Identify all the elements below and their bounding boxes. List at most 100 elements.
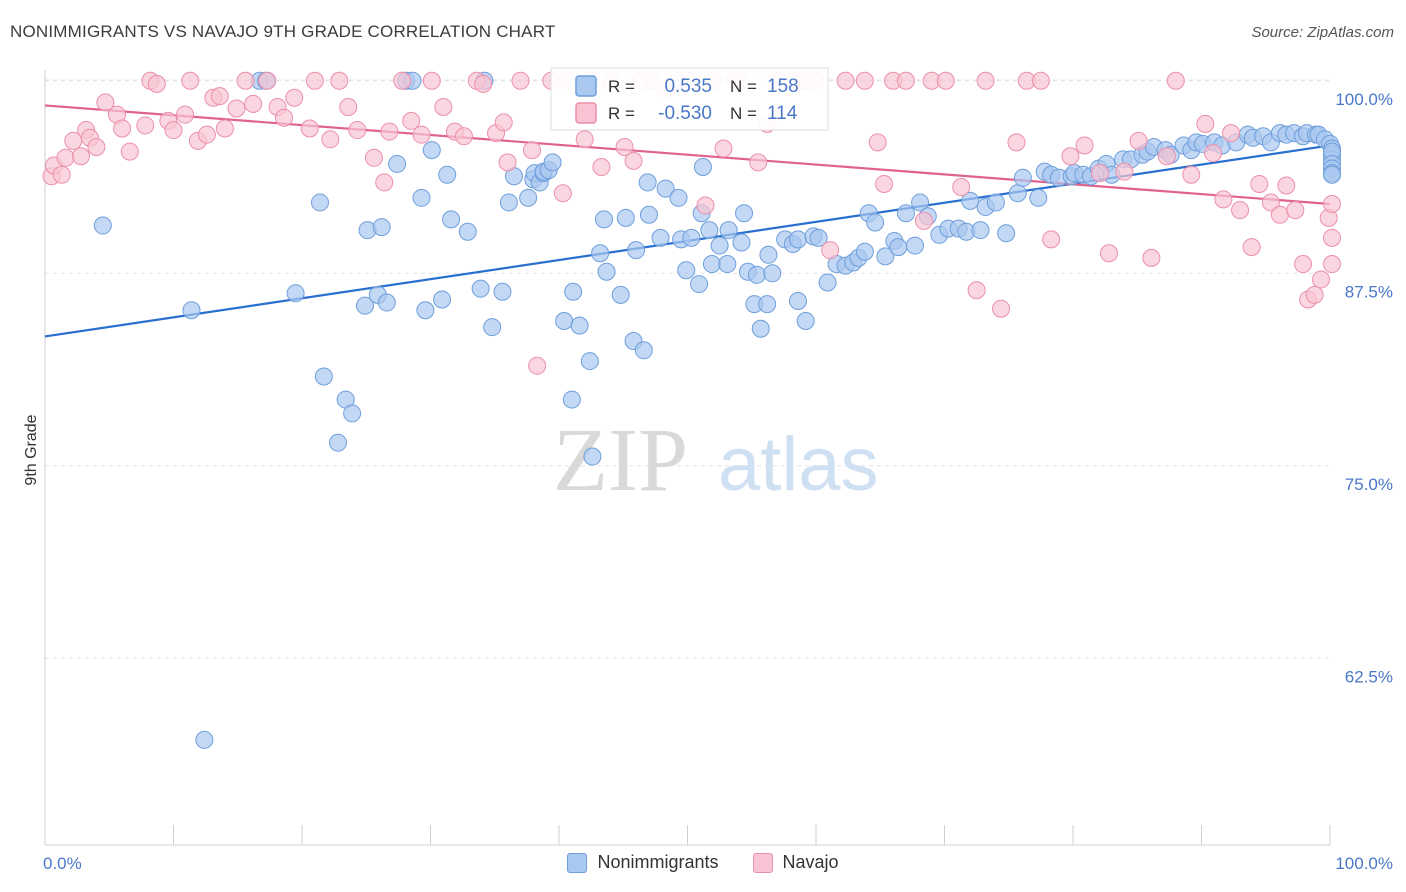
point-navajo-114 bbox=[1242, 238, 1261, 257]
point-nonimmigrants-69 bbox=[719, 221, 738, 240]
point-nonimmigrants-47 bbox=[594, 210, 613, 229]
point-navajo-38 bbox=[364, 148, 383, 167]
point-nonimmigrants-22 bbox=[433, 290, 452, 309]
point-nonimmigrants-109 bbox=[997, 224, 1016, 243]
legend-item-navajo: Navajo bbox=[752, 852, 839, 873]
trendline-navajo bbox=[44, 104, 1331, 206]
point-navajo-42 bbox=[402, 111, 421, 130]
stats-n-label-navajo: N = bbox=[730, 104, 757, 123]
point-navajo-24 bbox=[215, 119, 234, 138]
point-nonimmigrants-93 bbox=[866, 213, 885, 232]
point-navajo-91 bbox=[952, 178, 971, 197]
point-nonimmigrants-75 bbox=[751, 319, 770, 338]
point-navajo-21 bbox=[197, 125, 216, 144]
point-navajo-8 bbox=[87, 138, 106, 157]
point-nonimmigrants-85 bbox=[809, 228, 828, 247]
point-nonimmigrants-65 bbox=[700, 221, 719, 240]
point-nonimmigrants-97 bbox=[896, 204, 915, 223]
point-navajo-113 bbox=[1231, 201, 1250, 220]
point-nonimmigrants-96 bbox=[889, 238, 908, 257]
legend: Nonimmigrants Navajo bbox=[0, 852, 1406, 873]
point-nonimmigrants-6 bbox=[310, 193, 329, 212]
point-navajo-51 bbox=[494, 113, 513, 132]
point-navajo-57 bbox=[553, 184, 572, 203]
stats-box-frame bbox=[550, 67, 829, 131]
point-nonimmigrants-28 bbox=[483, 318, 502, 337]
point-navajo-55 bbox=[528, 356, 547, 375]
point-navajo-61 bbox=[592, 158, 611, 177]
point-nonimmigrants-32 bbox=[519, 188, 538, 207]
point-nonimmigrants-20 bbox=[416, 301, 435, 320]
point-nonimmigrants-0 bbox=[93, 216, 112, 235]
point-nonimmigrants-44 bbox=[580, 352, 599, 371]
point-navajo-72 bbox=[714, 139, 733, 158]
point-nonimmigrants-29 bbox=[493, 282, 512, 301]
point-nonimmigrants-42 bbox=[564, 282, 583, 301]
point-navajo-49 bbox=[474, 74, 493, 93]
point-nonimmigrants-41 bbox=[562, 390, 581, 409]
point-nonimmigrants-74 bbox=[747, 265, 766, 284]
point-navajo-84 bbox=[868, 133, 887, 152]
point-navajo-23 bbox=[210, 87, 229, 106]
point-nonimmigrants-2 bbox=[195, 730, 214, 749]
stats-r-value-navajo: -0.530 bbox=[658, 103, 712, 124]
stats-box: R = 0.535 N = 158 R = -0.530 N = 114 bbox=[550, 67, 829, 131]
point-navajo-83 bbox=[855, 71, 874, 90]
stats-swatch-navajo bbox=[575, 102, 597, 124]
point-nonimmigrants-61 bbox=[682, 228, 701, 247]
point-nonimmigrants-99 bbox=[911, 193, 930, 212]
point-navajo-63 bbox=[615, 138, 634, 157]
point-navajo-123 bbox=[1312, 270, 1331, 289]
stats-r-label-navajo: R = bbox=[608, 104, 635, 123]
point-navajo-43 bbox=[412, 125, 431, 144]
legend-swatch-nonimmigrants bbox=[567, 852, 588, 873]
point-nonimmigrants-10 bbox=[343, 404, 362, 423]
point-navajo-125 bbox=[1323, 194, 1341, 213]
point-navajo-64 bbox=[624, 151, 643, 170]
point-navajo-28 bbox=[258, 71, 277, 90]
point-nonimmigrants-8 bbox=[328, 433, 347, 452]
point-navajo-90 bbox=[936, 71, 955, 90]
point-navajo-31 bbox=[285, 88, 304, 107]
point-navajo-82 bbox=[836, 71, 855, 90]
point-navajo-18 bbox=[176, 105, 195, 124]
point-nonimmigrants-49 bbox=[611, 285, 630, 304]
point-navajo-3 bbox=[56, 148, 75, 167]
point-nonimmigrants-81 bbox=[789, 292, 808, 311]
point-navajo-126 bbox=[1323, 228, 1341, 247]
point-nonimmigrants-24 bbox=[442, 210, 461, 229]
point-navajo-35 bbox=[330, 71, 349, 90]
point-navajo-104 bbox=[1129, 131, 1148, 150]
point-navajo-33 bbox=[305, 71, 324, 90]
point-navajo-107 bbox=[1166, 71, 1185, 90]
stats-n-value-navajo: 114 bbox=[767, 103, 798, 124]
point-nonimmigrants-45 bbox=[583, 447, 602, 466]
point-nonimmigrants-106 bbox=[971, 221, 990, 240]
point-nonimmigrants-111 bbox=[1013, 168, 1032, 187]
source-credit: Source: ZipAtlas.com bbox=[1251, 24, 1394, 41]
point-navajo-95 bbox=[1007, 133, 1026, 152]
point-nonimmigrants-67 bbox=[710, 236, 729, 255]
point-navajo-92 bbox=[967, 281, 986, 300]
point-navajo-9 bbox=[96, 93, 115, 112]
point-nonimmigrants-19 bbox=[412, 188, 431, 207]
x-tick-label-1: 100.0% bbox=[1335, 854, 1393, 873]
stats-swatch-nonimmigrants bbox=[575, 75, 597, 97]
y-tick-label-0: 100.0% bbox=[1335, 90, 1393, 109]
legend-item-nonimmigrants: Nonimmigrants bbox=[567, 852, 719, 873]
point-navajo-108 bbox=[1182, 165, 1201, 184]
point-nonimmigrants-91 bbox=[855, 242, 874, 261]
watermark-atlas: atlas bbox=[718, 422, 879, 507]
point-nonimmigrants-25 bbox=[458, 222, 477, 241]
point-navajo-118 bbox=[1277, 176, 1296, 195]
point-nonimmigrants-66 bbox=[702, 255, 721, 274]
point-navajo-101 bbox=[1090, 164, 1109, 183]
point-nonimmigrants-71 bbox=[735, 204, 754, 223]
point-navajo-39 bbox=[375, 173, 394, 192]
point-navajo-119 bbox=[1286, 201, 1305, 220]
legend-label-nonimmigrants: Nonimmigrants bbox=[597, 852, 719, 872]
point-navajo-106 bbox=[1157, 147, 1176, 166]
point-navajo-109 bbox=[1196, 114, 1215, 133]
point-nonimmigrants-14 bbox=[372, 218, 391, 237]
point-navajo-81 bbox=[821, 241, 840, 260]
